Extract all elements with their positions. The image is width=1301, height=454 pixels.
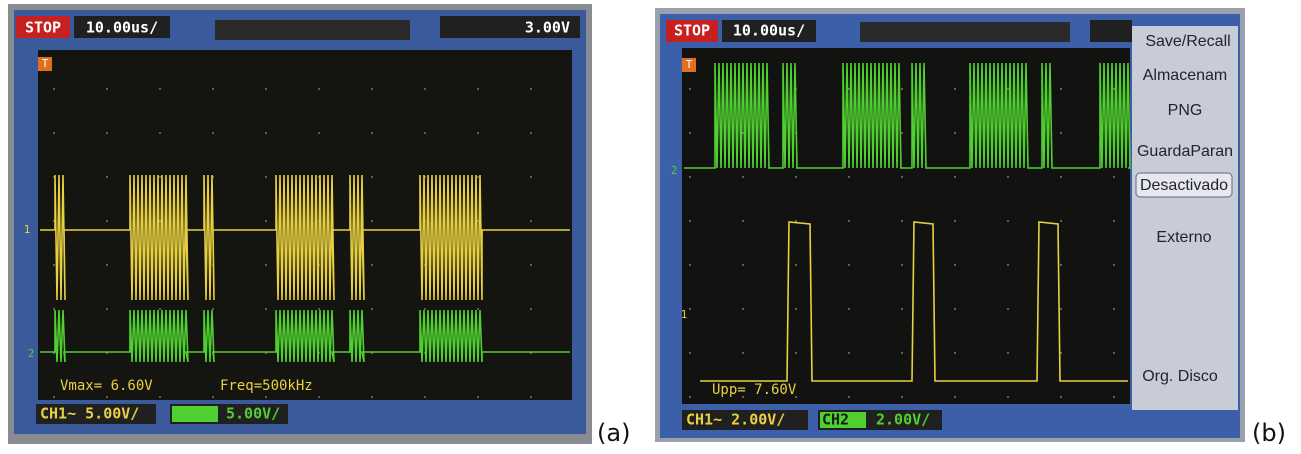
status: STOP xyxy=(25,19,61,37)
trigger-level: 3.00V xyxy=(525,19,570,37)
menu-title: Save/Recall xyxy=(1145,33,1230,50)
memory-bar xyxy=(215,20,410,40)
menu-item[interactable]: Almacenam xyxy=(1143,67,1227,84)
ch1-scale: CH1~ 2.00V/ xyxy=(686,411,785,429)
photo-a: STOP 10.00us/ 3.00V T 1 2 Vmax= 6.60V Fr… xyxy=(8,4,592,444)
ch2-scale: 5.00V/ xyxy=(226,405,280,423)
measurement: Freq=500kHz xyxy=(220,378,313,394)
menu-item[interactable]: Org. Disco xyxy=(1142,368,1218,385)
timebase: 10.00us/ xyxy=(733,22,805,40)
ch2-scale: 2.00V/ xyxy=(876,411,930,429)
ch2-badge xyxy=(172,406,218,422)
menu-item[interactable]: Desactivado xyxy=(1140,177,1228,194)
menu-item[interactable]: PNG xyxy=(1168,102,1203,119)
ch2-marker: 2 xyxy=(671,164,678,177)
measurement: Upp= 7.60V xyxy=(712,382,797,398)
trigger-box xyxy=(1090,20,1132,42)
ch1-marker: 1 xyxy=(24,223,31,236)
ch1-marker: 1 xyxy=(681,308,688,321)
timebase: 10.00us/ xyxy=(86,19,158,37)
ch1-scale: CH1~ 5.00V/ xyxy=(40,405,139,423)
grid xyxy=(682,48,1130,404)
caption: (b) xyxy=(1252,419,1286,447)
memory-bar xyxy=(860,22,1070,42)
photo-b: STOP 10.00us/ T 2 1 Upp= 7.60V CH1~ 2.00… xyxy=(655,8,1245,442)
status: STOP xyxy=(674,22,710,40)
menu-item[interactable]: GuardaParan xyxy=(1137,143,1233,160)
page: STOP 10.00us/ 3.00V T 1 2 Vmax= 6.60V Fr… xyxy=(0,0,1301,450)
caption: (a) xyxy=(597,419,630,447)
trigger-marker: T xyxy=(686,58,693,71)
ch2-label: CH2 xyxy=(822,411,849,429)
side-menu: Save/Recall Almacenam PNG GuardaParan De… xyxy=(1132,26,1238,410)
ch2-marker: 2 xyxy=(28,347,35,360)
trigger-marker: T xyxy=(42,57,49,70)
measurement: Vmax= 6.60V xyxy=(60,378,153,394)
menu-item[interactable]: Externo xyxy=(1156,229,1211,246)
